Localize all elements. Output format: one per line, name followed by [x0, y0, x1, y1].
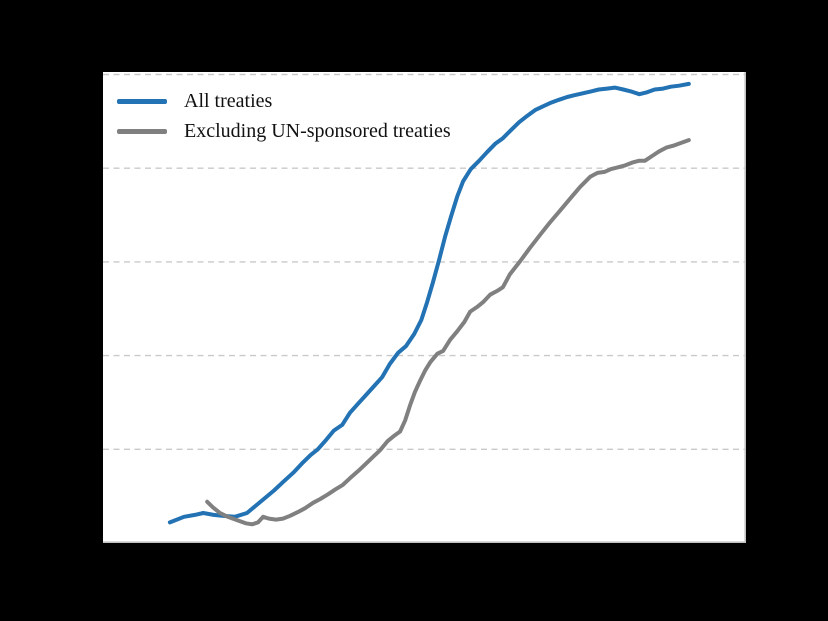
- legend-line-sample-all-treaties: [117, 98, 167, 104]
- legend-label-all-treaties: All treaties: [184, 90, 273, 112]
- legend: All treaties Excluding UN-sponsored trea…: [117, 86, 451, 146]
- series-line-excluding-un: [205, 138, 691, 527]
- legend-line-sample-excluding-un: [117, 128, 167, 134]
- legend-entry-all-treaties: All treaties: [117, 86, 451, 116]
- legend-label-excluding-un: Excluding UN-sponsored treaties: [184, 120, 451, 142]
- series-line-all-treaties: [167, 81, 691, 525]
- legend-entry-excluding-un: Excluding UN-sponsored treaties: [117, 116, 451, 146]
- chart-svg: [103, 72, 746, 543]
- plot-area: All treaties Excluding UN-sponsored trea…: [103, 72, 746, 543]
